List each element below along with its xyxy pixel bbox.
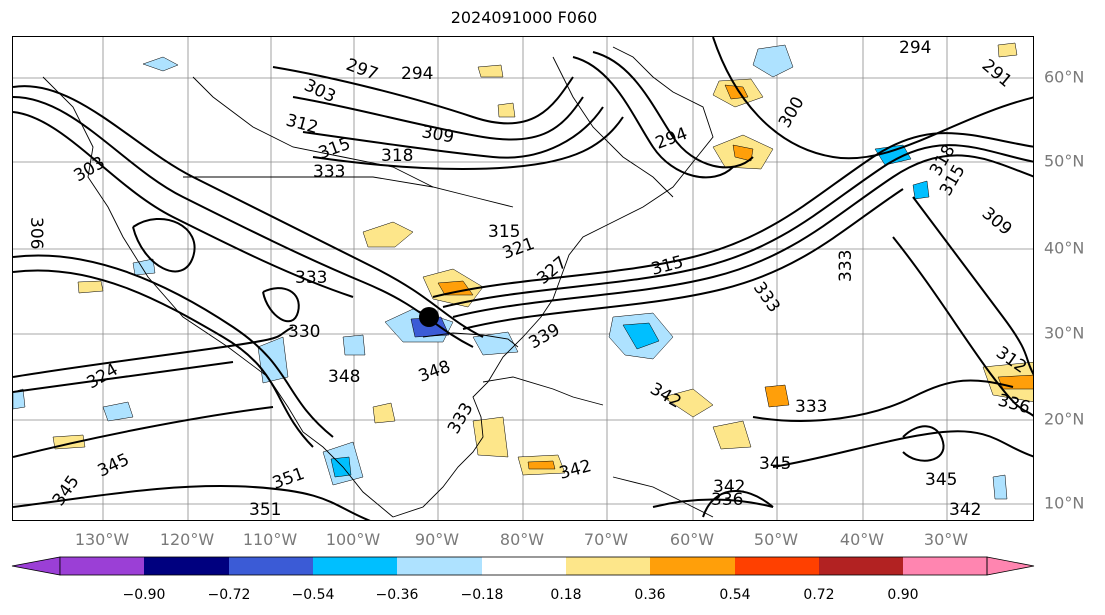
contour-label: 318: [381, 146, 413, 166]
lat-label: 30°N: [1044, 323, 1085, 343]
colorbar-bin: [397, 557, 482, 575]
colorbar-bin: [229, 557, 313, 575]
contour-label: 291: [978, 56, 1016, 92]
colorbar-tick: 0.18: [550, 587, 582, 603]
colorbar-tick: −0.54: [291, 587, 335, 603]
contour-label: 351: [270, 464, 307, 494]
colorbar-bin: [313, 557, 397, 575]
lon-label: 120°W: [159, 530, 215, 549]
colorbar-min-extend: [11, 556, 61, 576]
contour-label: 348: [328, 367, 360, 387]
colorbar-bin: [566, 557, 650, 575]
contour-label: 333: [313, 162, 345, 182]
contour-label: 330: [288, 322, 320, 342]
contour-label: 306: [26, 217, 46, 249]
contour-label: 327: [533, 253, 571, 289]
contour-label: 294: [899, 38, 931, 58]
colorbar-tick: 0.36: [634, 587, 666, 603]
map-title: 2024091000 F060: [450, 8, 598, 27]
contour-label: 297: [343, 55, 380, 85]
colorbar-bin: [144, 557, 229, 575]
contour-label: 312: [284, 111, 321, 139]
colorbar-bin: [482, 557, 566, 575]
contour-label: 294: [401, 64, 433, 84]
colorbar-tick: −0.18: [460, 587, 504, 603]
contour-label: 345: [95, 450, 133, 482]
lon-label: 130°W: [74, 530, 130, 549]
shaded-fields: [13, 42, 1033, 500]
colorbar-tick: −0.90: [122, 587, 166, 603]
contour-label: 315: [649, 252, 686, 280]
lon-label: 110°W: [242, 530, 298, 549]
contour-label: 351: [249, 500, 281, 520]
contour-label: 333: [295, 268, 327, 288]
contour-label: 333: [836, 250, 856, 282]
graticule: [13, 37, 1033, 520]
colorbar-tick: −0.72: [207, 587, 251, 603]
lon-label: 70°W: [583, 530, 629, 549]
contour-label: 333: [444, 399, 478, 437]
lon-label: 30°W: [923, 530, 969, 549]
colorbar-bin: [735, 557, 819, 575]
lat-label: 10°N: [1044, 493, 1085, 513]
colorbar-tick: 0.54: [719, 587, 751, 603]
contour-label: 336: [711, 490, 743, 510]
lon-label: 50°W: [753, 530, 799, 549]
contour-label: 315: [488, 222, 520, 242]
contour-label: 300: [775, 93, 809, 131]
contour-label: 315: [316, 134, 353, 164]
lon-label: 40°W: [839, 530, 885, 549]
colorbar-bin: [650, 557, 735, 575]
colorbar-bin: [60, 557, 144, 575]
colorbar-max-extend: [986, 556, 1035, 576]
contour-label: 342: [949, 500, 981, 520]
contour-label: 294: [653, 124, 690, 154]
contour-label: 339: [526, 320, 564, 354]
lat-label: 50°N: [1044, 151, 1085, 171]
colorbar-tick: 0.72: [803, 587, 835, 603]
colorbar-tick: 0.90: [887, 587, 919, 603]
colorbar-tick: −0.36: [375, 587, 419, 603]
lat-label: 40°N: [1044, 238, 1085, 258]
contour-label: 333: [795, 397, 827, 417]
colorbar-bin: [903, 557, 987, 575]
contours: [13, 37, 1033, 520]
hurricane-center-icon: [419, 307, 439, 327]
colorbar: [11, 556, 1035, 576]
lon-label: 80°W: [499, 530, 545, 549]
lon-label: 60°W: [669, 530, 715, 549]
map-frame: 294 297 303 312 309 315 318 333 315 321 …: [12, 36, 1034, 521]
contour-label-group: 294 297 303 312 309 315 318 333 315 321 …: [26, 38, 1032, 520]
contour-label: 342: [557, 456, 594, 484]
colorbar-bin: [819, 557, 903, 575]
contour-label: 345: [759, 454, 791, 474]
contour-label: 309: [420, 122, 455, 147]
contour-label: 333: [749, 278, 784, 316]
map-canvas: 294 297 303 312 309 315 318 333 315 321 …: [13, 37, 1033, 520]
contour-label: 342: [713, 477, 745, 497]
lon-label: 100°W: [325, 530, 381, 549]
contour-label: 309: [978, 204, 1016, 240]
lon-label: 90°W: [414, 530, 460, 549]
lat-label: 20°N: [1044, 409, 1085, 429]
contour-label: 348: [416, 357, 453, 387]
lat-label: 60°N: [1044, 67, 1085, 87]
contour-label: 345: [925, 470, 957, 490]
